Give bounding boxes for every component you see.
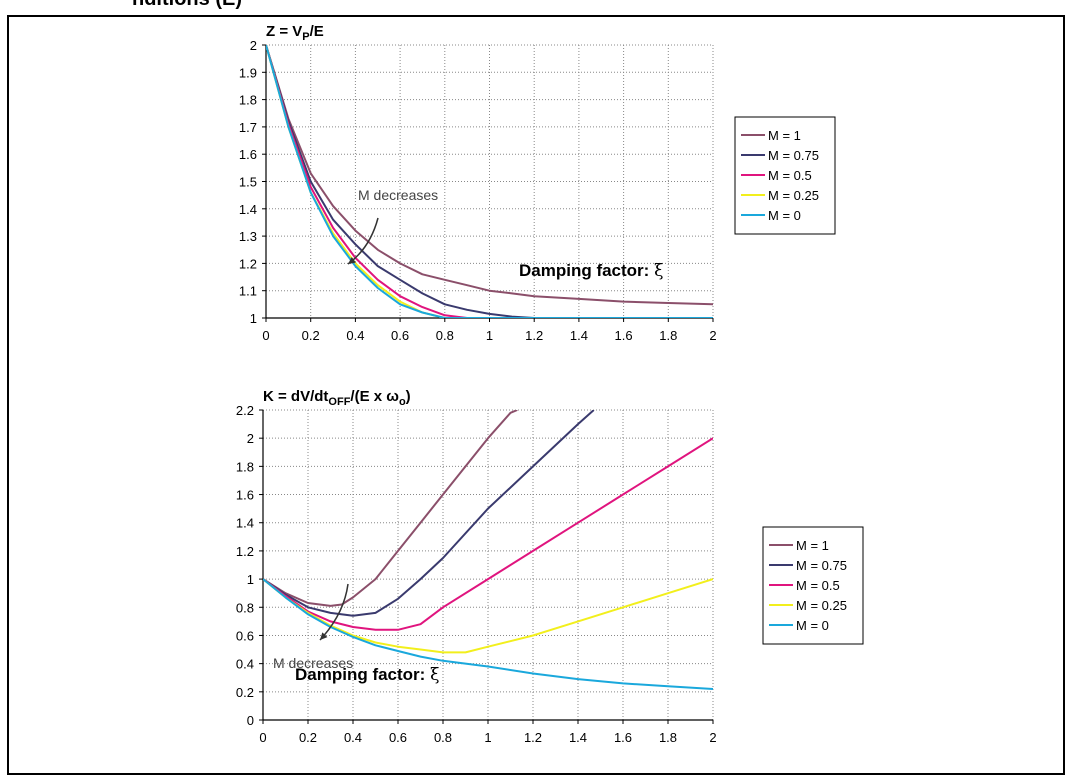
title-subscript: o [399,396,406,408]
xi-symbol: ξ [430,665,439,685]
y-tick-label: 1.8 [236,459,254,474]
m-decreases-annotation: M decreases [358,187,438,203]
y-tick-label: 0.2 [236,685,254,700]
x-tick-label: 1 [484,730,491,745]
series-line-5 [266,45,713,318]
legend-label: M = 0 [768,208,801,223]
y-tick-label: 2 [247,431,254,446]
title-part: /(E x ω [350,388,399,405]
y-tick-label: 0.6 [236,628,254,643]
x-tick-label: 0.6 [389,730,407,745]
title-subscript: P [302,31,309,43]
y-tick-label: 2.2 [236,403,254,418]
x-tick-label: 0.8 [434,730,452,745]
x-tick-label: 1 [486,328,493,343]
x-tick-label: 0.6 [391,328,409,343]
y-tick-label: 1.4 [236,516,254,531]
y-tick-label: 1.3 [239,229,257,244]
x-tick-label: 1.8 [659,730,677,745]
header-fragment-text: nditions (E) [132,0,242,11]
chart-2: 0 0.2 0.4 0.6 0.8 1 1.2 1.4 1.6 1.8 2 0 0.2 0.4 0.6 0.8… [236,388,864,745]
title-part: /E [310,23,324,40]
x-tick-label: 1.2 [524,730,542,745]
series-line-1 [266,45,713,306]
x-tick-label: 1.4 [570,328,588,343]
y-tick-label: 1.2 [239,256,257,271]
chart-title: Z = VP/E [266,23,324,43]
chart-title: K = dV/dtOFF/(E x ωo) [263,388,411,408]
series-line-5 [263,578,713,690]
x-tick-label: 0.2 [299,730,317,745]
x-tick-label: 0 [259,730,266,745]
x-tick-label: 0.2 [302,328,320,343]
x-tick-label: 2 [709,328,716,343]
y-tick-label: 2 [250,38,257,53]
series-line-3 [263,437,713,631]
title-subscript: OFF [328,396,350,408]
chart-1: 0 0.2 0.4 0.6 0.8 1 1.2 1.4 1.6 1.8 2 1 1.1 1.2 1.3 1.4… [239,23,836,343]
damping-factor-text: Damping factor: [519,261,654,280]
title-part: K = dV/dt [263,388,328,405]
legend-label: M = 0.25 [768,188,819,203]
series-line-2 [263,410,595,617]
legend-label: M = 1 [796,538,829,553]
series-line-4 [263,578,713,654]
legend-label: M = 0.5 [768,168,812,183]
series-line-2 [266,45,713,318]
m-decreases-annotation: M decreases [273,655,353,671]
legend-label: M = 0.75 [768,148,819,163]
damping-factor-label: Damping factor: ξ [519,261,663,281]
damping-factor-text: Damping factor: [295,665,430,684]
title-part: Z = V [266,23,302,40]
y-tick-label: 1 [247,572,254,587]
y-tick-label: 1.6 [236,488,254,503]
y-tick-label: 1.9 [239,65,257,80]
title-part: ) [406,388,411,405]
y-tick-label: 1.2 [236,544,254,559]
xi-symbol: ξ [654,261,663,281]
x-tick-label: 0.8 [436,328,454,343]
x-tick-label: 0.4 [344,730,362,745]
y-tick-label: 1 [250,311,257,326]
y-tick-label: 1.4 [239,202,257,217]
x-tick-label: 0.4 [346,328,364,343]
x-tick-label: 1.4 [569,730,587,745]
annotation-arrowhead [348,256,356,264]
x-tick-label: 0 [262,328,269,343]
legend-label: M = 0 [796,618,829,633]
damping-factor-label: Damping factor: ξ [295,665,439,685]
annotation-arrowhead [320,632,328,640]
x-tick-label: 1.6 [615,328,633,343]
y-tick-label: 0 [247,713,254,728]
x-tick-label: 1.6 [614,730,632,745]
y-tick-label: 1.6 [239,147,257,162]
series-line-3 [266,45,713,318]
series-line-1 [263,410,518,607]
y-tick-label: 0.4 [236,657,254,672]
x-tick-label: 1.2 [525,328,543,343]
y-tick-label: 1.5 [239,175,257,190]
legend-label: M = 0.75 [796,558,847,573]
y-tick-label: 1.7 [239,120,257,135]
y-tick-label: 1.8 [239,93,257,108]
legend-label: M = 1 [768,128,801,143]
legend-label: M = 0.5 [796,578,840,593]
y-tick-label: 1.1 [239,284,257,299]
header-fragment: nditions (E) [0,0,1084,14]
x-tick-label: 1.8 [659,328,677,343]
y-tick-label: 0.8 [236,600,254,615]
legend-label: M = 0.25 [796,598,847,613]
x-tick-label: 2 [709,730,716,745]
